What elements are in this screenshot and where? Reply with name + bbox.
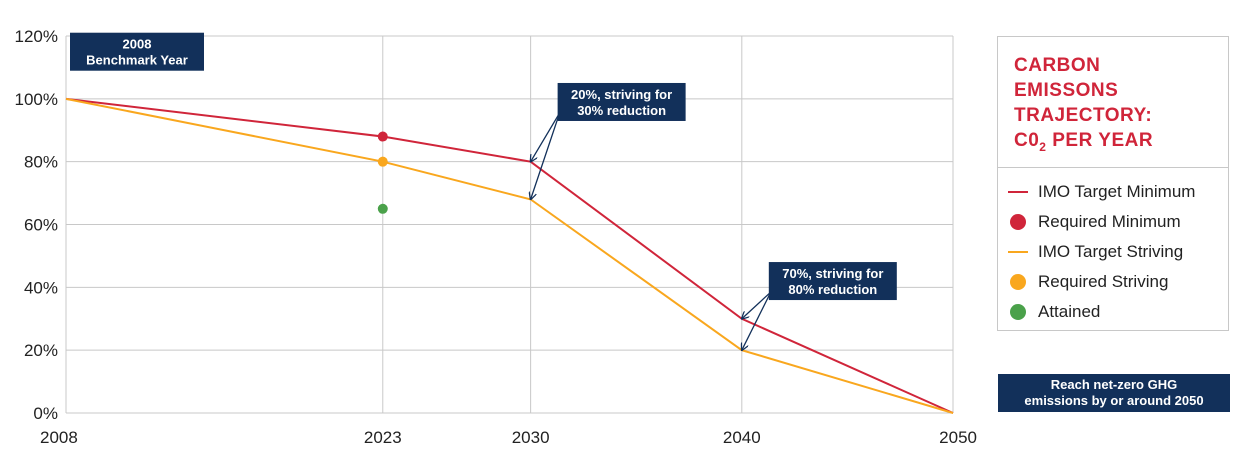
legend-label: IMO Target Minimum <box>1038 182 1196 201</box>
callout-arrow <box>742 291 772 350</box>
net-zero-line-2: emissions by or around 2050 <box>1024 393 1204 408</box>
legend-item: Attained <box>1008 297 1195 327</box>
legend-title: CARBON EMISSONS TRAJECTORY: C02 PER YEAR <box>1014 53 1153 160</box>
legend-title-line: EMISSONS <box>1014 80 1119 101</box>
callout-text: 80% reduction <box>788 282 877 297</box>
legend-label: Required Striving <box>1038 272 1169 291</box>
y-tick-label: 80% <box>24 153 58 172</box>
callout-arrow <box>531 112 561 199</box>
legend-item: Required Striving <box>1008 267 1195 297</box>
x-tick-label: 2023 <box>364 428 402 447</box>
chart-points <box>377 131 388 214</box>
y-tick-label: 0% <box>33 404 58 423</box>
y-tick-label: 60% <box>24 216 58 235</box>
callout-text: 70%, striving for <box>782 266 883 281</box>
legend-item: Required Minimum <box>1008 207 1195 237</box>
legend-item: IMO Target Minimum <box>1008 177 1195 207</box>
chart-series <box>65 97 954 414</box>
point-required-striving <box>377 156 388 167</box>
legend-title-co: C0 <box>1014 130 1040 151</box>
legend-divider <box>998 167 1228 168</box>
legend-dot-swatch <box>1010 304 1026 320</box>
legend-items: IMO Target Minimum Required Minimum IMO Ta… <box>1008 177 1195 327</box>
y-axis-ticks: 0% 20% 40% 60% 80% 100% 120% <box>15 27 58 423</box>
callout-box <box>768 262 897 301</box>
series-line-imo-target-striving <box>65 97 954 414</box>
net-zero-note: Reach net-zero GHG emissions by or aroun… <box>998 374 1230 412</box>
y-tick-label: 100% <box>15 90 58 109</box>
net-zero-line-1: Reach net-zero GHG <box>1050 377 1178 392</box>
callout-box <box>557 82 686 121</box>
chart-grid <box>65 35 954 414</box>
legend-label: Required Minimum <box>1038 212 1181 231</box>
y-tick-label: 40% <box>24 278 58 297</box>
legend-label: IMO Target Striving <box>1038 242 1184 261</box>
y-tick-label: 20% <box>24 341 58 360</box>
callout-text: 30% reduction <box>577 103 666 118</box>
x-tick-label: 2050 <box>939 428 977 447</box>
point-required-minimum <box>377 131 388 142</box>
legend-title-line: TRAJECTORY: <box>1014 105 1153 126</box>
legend-line-swatch <box>1008 251 1028 253</box>
legend-dot-swatch <box>1010 274 1026 290</box>
legend-item: IMO Target Striving <box>1008 237 1195 267</box>
callout-arrow <box>742 291 772 319</box>
legend-label: Attained <box>1038 302 1101 321</box>
callout-box <box>70 32 204 71</box>
legend-title-line: CARBON <box>1014 55 1101 76</box>
x-tick-label: 2008 <box>40 428 78 447</box>
legend-title-suffix: PER YEAR <box>1046 130 1154 151</box>
callout-text: 2008 <box>123 37 152 52</box>
callout-text: 20%, striving for <box>571 87 672 102</box>
legend-title-line: C02 PER YEAR <box>1014 128 1153 160</box>
series-line-imo-target-minimum <box>65 97 954 414</box>
callout-text: Benchmark Year <box>86 53 188 68</box>
legend-line-swatch <box>1008 191 1028 193</box>
point-attained <box>377 203 388 214</box>
x-tick-label: 2030 <box>512 428 550 447</box>
callout-arrow <box>531 112 561 162</box>
legend: CARBON EMISSONS TRAJECTORY: C02 PER YEAR… <box>997 36 1229 331</box>
legend-title-sub: 2 <box>1039 139 1047 154</box>
x-axis-ticks: 2008 2023 2030 2040 2050 <box>40 428 977 447</box>
y-tick-label: 120% <box>15 27 58 46</box>
x-tick-label: 2040 <box>723 428 761 447</box>
legend-dot-swatch <box>1010 214 1026 230</box>
